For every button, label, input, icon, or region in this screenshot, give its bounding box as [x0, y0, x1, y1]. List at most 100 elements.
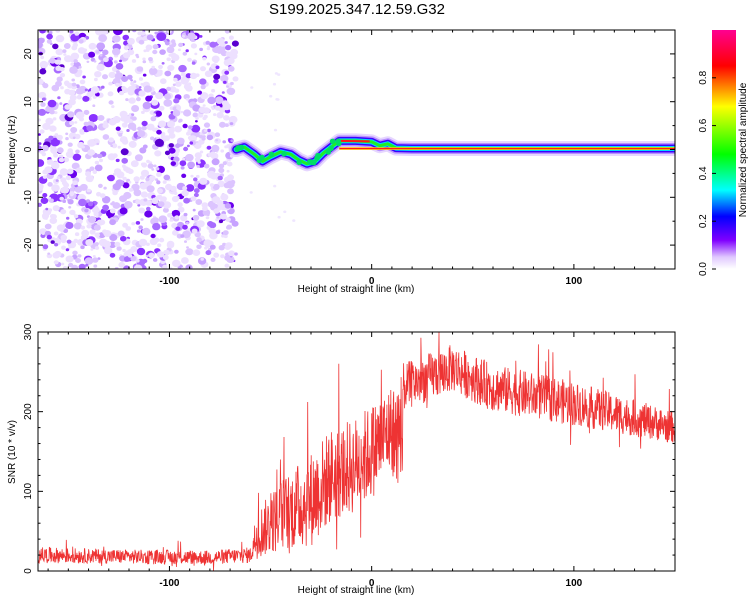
- noise-blob: [121, 122, 128, 128]
- noise-blob: [209, 244, 216, 250]
- noise-blob: [97, 153, 103, 159]
- noise-blob: [146, 206, 151, 211]
- noise-blob: [192, 208, 196, 212]
- noise-blob: [158, 105, 165, 111]
- noise-blob: [137, 130, 146, 138]
- noise-blob: [145, 254, 149, 258]
- noise-blob: [92, 254, 96, 258]
- noise-blob: [223, 234, 228, 239]
- noise-blob: [69, 66, 78, 74]
- noise-blob: [213, 208, 220, 214]
- noise-blob: [218, 167, 225, 173]
- noise-blob: [220, 254, 225, 259]
- noise-blob: [155, 110, 162, 117]
- noise-blob: [130, 116, 135, 120]
- noise-blob: [64, 88, 71, 95]
- noise-blob: [90, 86, 100, 94]
- y-tick-label: -20: [23, 237, 34, 252]
- noise-blob: [48, 208, 53, 212]
- noise-blob: [195, 116, 199, 120]
- noise-blob: [165, 250, 170, 255]
- noise-blob: [79, 79, 86, 85]
- noise-blob: [199, 47, 204, 52]
- noise-blob: [38, 202, 42, 207]
- noise-blob: [185, 248, 194, 256]
- noise-blob: [45, 207, 49, 211]
- noise-blob: [203, 114, 208, 119]
- noise-blob: [115, 82, 120, 87]
- noise-blob: [171, 209, 181, 218]
- noise-blob: [140, 162, 146, 167]
- noise-blob: [38, 78, 44, 85]
- noise-blob: [183, 94, 190, 100]
- noise-blob: [38, 142, 42, 145]
- noise-blob: [127, 249, 134, 255]
- noise-blob: [133, 189, 142, 197]
- noise-blob: [226, 161, 233, 167]
- noise-blob: [154, 150, 162, 157]
- noise-blob: [72, 136, 76, 140]
- noise-blob: [111, 105, 115, 109]
- x-tick-label: 100: [566, 276, 583, 287]
- noise-blob: [55, 48, 64, 56]
- noise-blob: [227, 188, 234, 195]
- noise-blob: [121, 157, 128, 164]
- noise-blob: [103, 186, 107, 190]
- noise-blob: [214, 132, 221, 137]
- noise-blob: [142, 172, 146, 175]
- noise-blob: [38, 185, 44, 192]
- noise-blob: [153, 164, 157, 168]
- noise-blob: [159, 49, 166, 55]
- noise-blob: [139, 182, 147, 189]
- noise-blob: [92, 170, 98, 174]
- noise-blob: [66, 168, 74, 175]
- snr-panel: -100 0 100 0 100 200 300 Height of straight l…: [7, 323, 676, 596]
- noise-blob: [88, 42, 97, 50]
- noise-blob: [182, 186, 188, 191]
- noise-blob: [210, 257, 216, 262]
- noise-blob: [108, 81, 113, 86]
- noise-blob: [186, 144, 190, 148]
- noise-blob: [222, 161, 227, 166]
- noise-blob: [167, 213, 173, 218]
- spectrogram-x-label: Height of straight line (km): [298, 284, 415, 295]
- noise-blob: [201, 137, 206, 141]
- colorbar-tick-label: 0.4: [698, 166, 709, 180]
- noise-blob: [114, 241, 121, 247]
- noise-blob: [125, 98, 129, 102]
- noise-blob: [182, 230, 191, 239]
- noise-blob: [51, 161, 60, 170]
- noise-blob: [123, 265, 130, 269]
- noise-blob: [162, 264, 168, 269]
- noise-blob: [230, 139, 234, 143]
- noise-blob: [167, 127, 175, 135]
- noise-blob: [215, 96, 224, 104]
- y-tick-label: 200: [23, 403, 34, 420]
- noise-blob: [127, 89, 135, 96]
- noise-blob: [176, 137, 185, 145]
- noise-blob: [103, 57, 109, 63]
- noise-blob: [123, 256, 131, 262]
- noise-blob: [133, 264, 143, 269]
- noise-blob: [86, 91, 94, 98]
- noise-blob: [71, 82, 77, 87]
- noise-blob: [204, 70, 213, 78]
- noise-blob: [77, 254, 82, 258]
- noise-blob: [120, 148, 129, 156]
- noise-blob: [54, 243, 59, 247]
- noise-blob: [127, 74, 133, 80]
- noise-blob: [38, 108, 47, 116]
- noise-blob: [205, 216, 210, 220]
- noise-blob: [222, 140, 226, 144]
- noise-blob: [146, 185, 155, 193]
- noise-blob: [75, 167, 83, 174]
- noise-blob: [121, 75, 129, 82]
- noise-blob: [99, 54, 103, 57]
- noise-blob: [80, 225, 86, 230]
- noise-blob: [73, 59, 78, 63]
- noise-blob: [123, 191, 132, 200]
- noise-blob: [123, 52, 131, 59]
- colorbar-tick-label: 0.8: [698, 70, 709, 84]
- noise-blob: [63, 157, 70, 163]
